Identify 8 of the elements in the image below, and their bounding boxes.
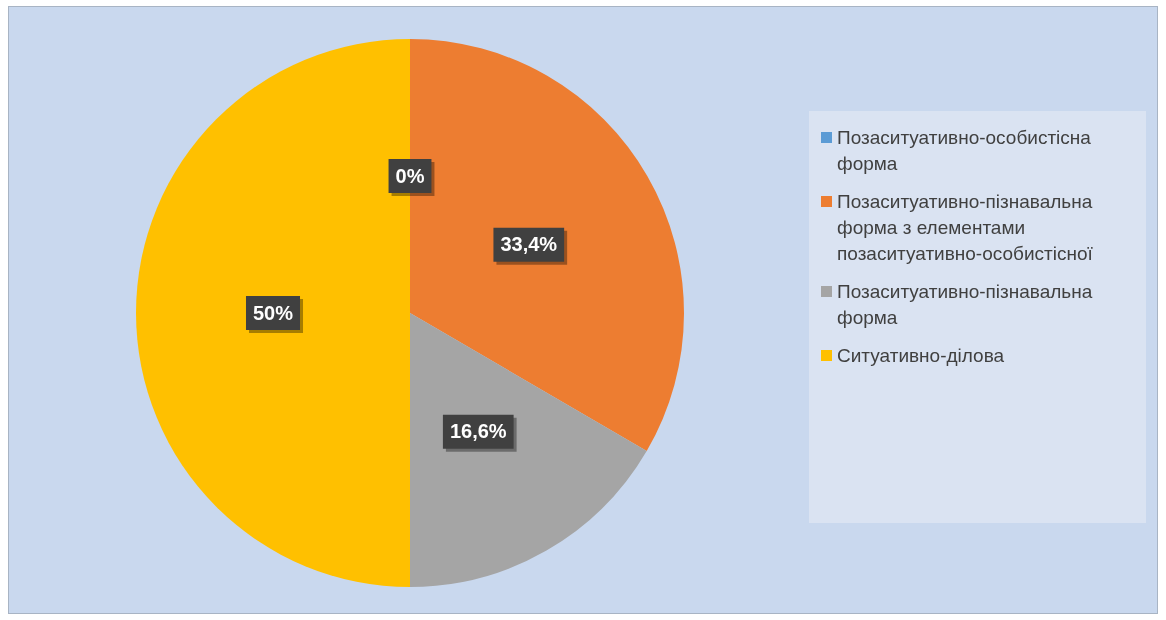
- data-label: 16,6%: [449, 420, 507, 443]
- data-label: 33,4%: [500, 233, 558, 256]
- text: 0%: [395, 164, 425, 187]
- legend-label: Ситуативно-ділова: [837, 344, 1005, 368]
- legend-label: Позаситуативно-пізнавальна форма: [837, 280, 1094, 330]
- data-label: 50%: [252, 301, 294, 324]
- legend-label: Позаситуативно-пізнавальна форма з елементами позаситуативно-особистісної: [837, 190, 1094, 266]
- legend-label: Позаситуативно-особистісна форма: [837, 126, 1092, 176]
